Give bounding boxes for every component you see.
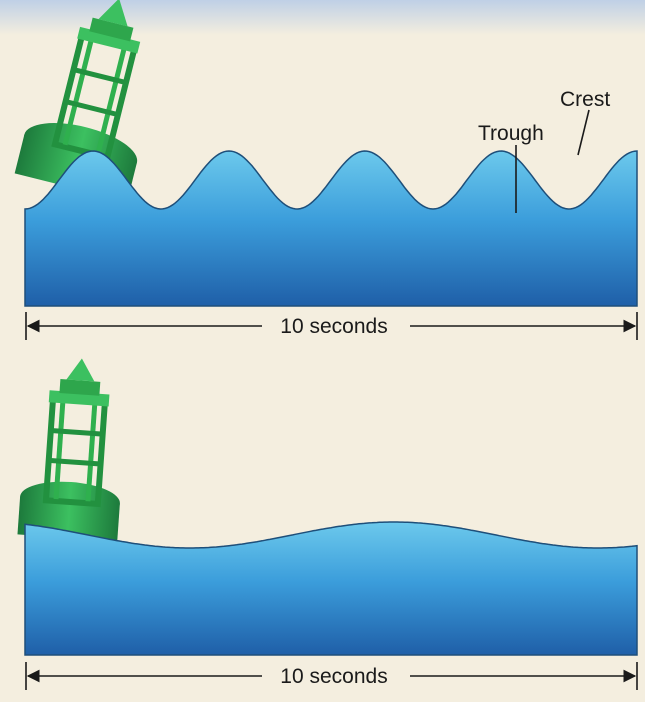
- trough-label: Trough: [478, 122, 544, 145]
- crest-label: Crest: [560, 88, 610, 111]
- timespan-label: 10 seconds: [280, 665, 387, 688]
- timespan-label: 10 seconds: [280, 315, 387, 338]
- panel-low-frequency: 10 seconds: [17, 358, 638, 690]
- wave-water-low-frequency: [24, 521, 638, 656]
- crest-pointer: [577, 109, 590, 156]
- wave-water-high-frequency: [24, 150, 638, 307]
- panel-high-frequency: Crest Trough 10 seconds: [14, 0, 638, 340]
